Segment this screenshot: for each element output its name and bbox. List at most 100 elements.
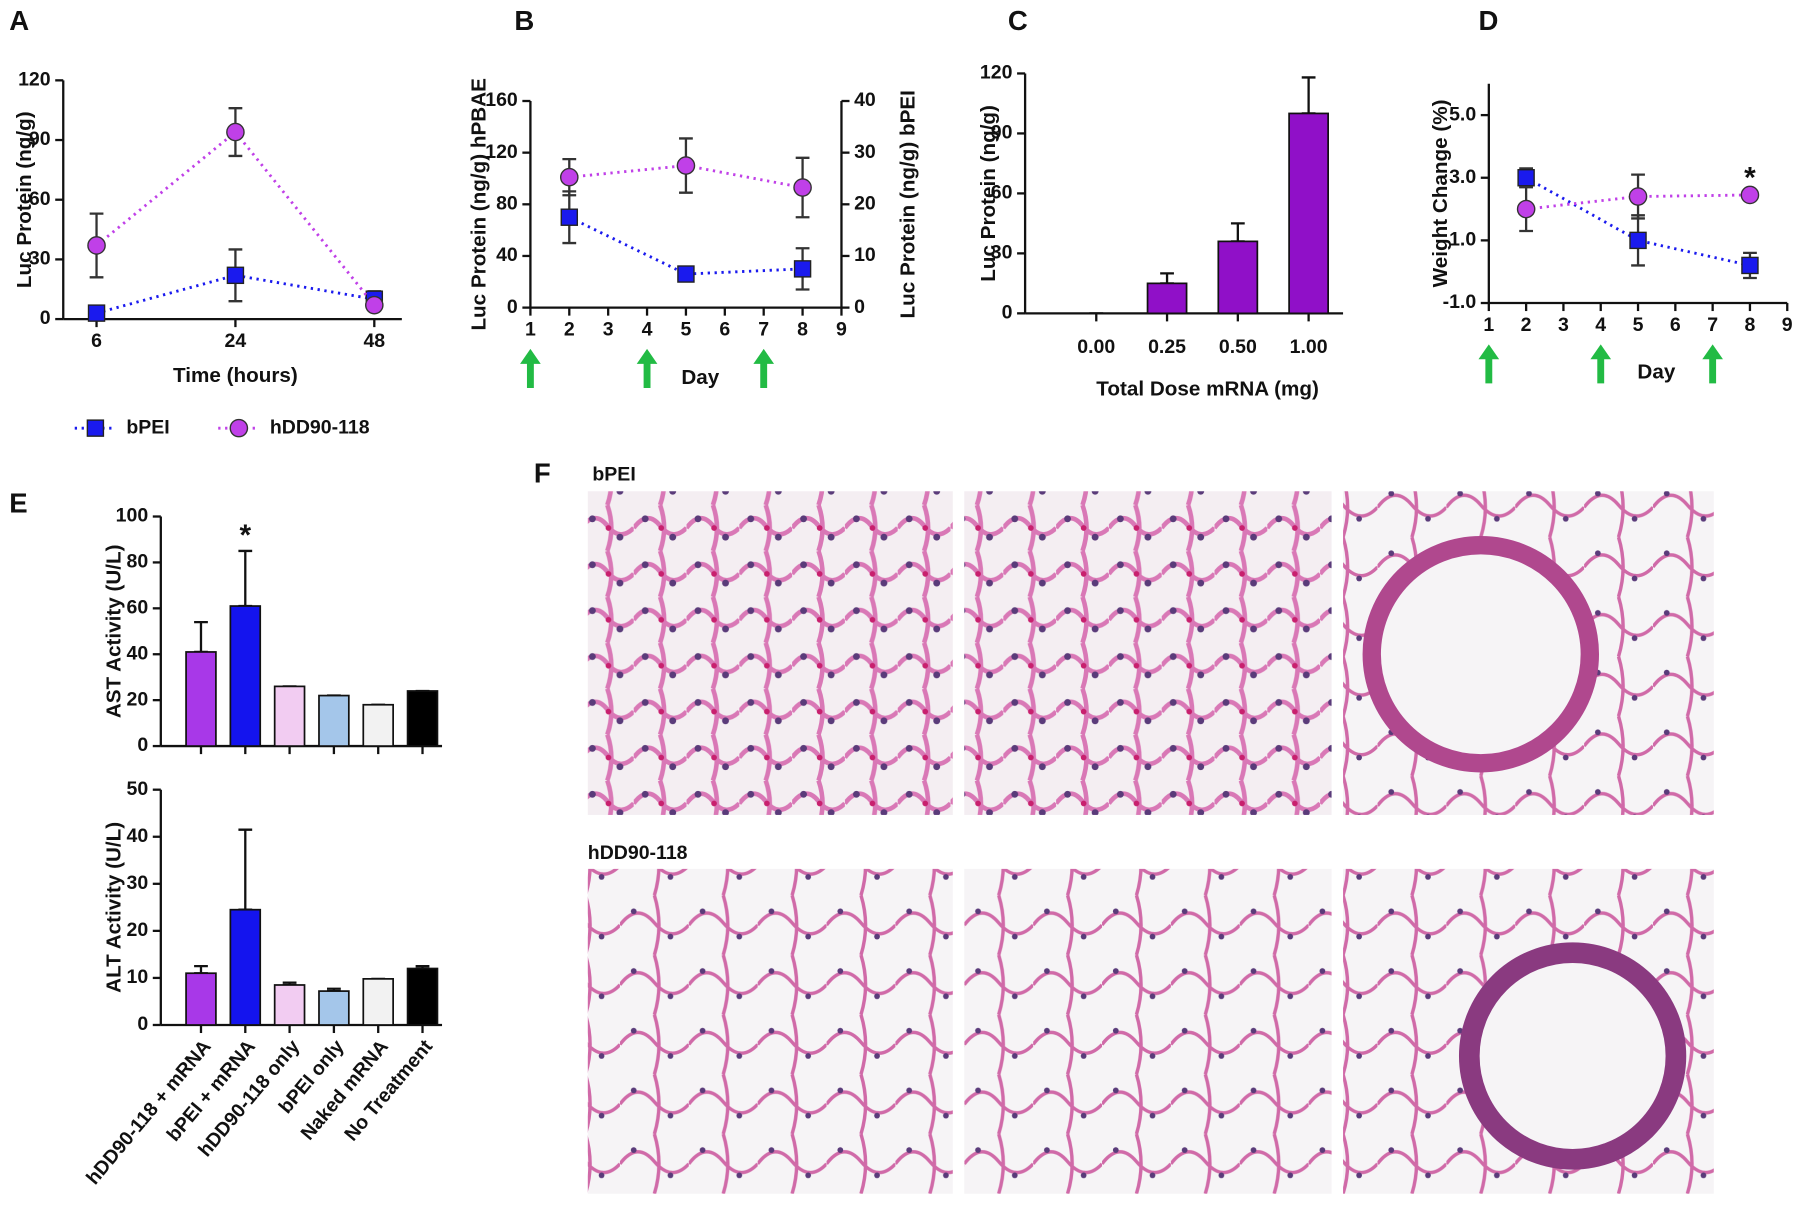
x-tick-label: 2 [1521, 314, 1532, 336]
series-line [1525, 176, 1751, 267]
dose-arrow [520, 348, 541, 388]
y-tick-label: 0 [137, 734, 148, 756]
x-tick-label: 4 [642, 319, 653, 341]
y2-tick-label: 20 [854, 192, 876, 214]
error-bar [1301, 76, 1316, 115]
y2-tick-label: 10 [854, 244, 876, 266]
y-tick-label: 0 [507, 296, 518, 318]
y-tick-label: 3.0 [1449, 166, 1476, 188]
dose-arrow [1590, 344, 1612, 384]
x-tick-label: 3 [1558, 314, 1569, 336]
y-tick-label: 0 [1002, 302, 1013, 324]
error-bar [194, 620, 208, 654]
x-tick-label: 6 [1670, 314, 1681, 336]
panel-letter: F [534, 457, 551, 488]
y-tick-label: 30 [991, 242, 1013, 264]
x-tick-label: 0.50 [1219, 336, 1257, 358]
marker [560, 208, 579, 226]
y-tick-label: 80 [126, 551, 148, 573]
marker [677, 265, 695, 283]
x-tick-label: 0.00 [1077, 336, 1115, 358]
bar [273, 685, 306, 747]
y-tick-label: 10 [126, 966, 148, 988]
y-tick-label: 40 [126, 642, 148, 664]
y-tick-label: 0 [40, 307, 51, 329]
panel-letter: E [9, 487, 27, 518]
bar [318, 990, 350, 1026]
y-tick-label: 20 [126, 919, 148, 941]
x-axis-title: Time (hours) [173, 364, 298, 387]
airway [1458, 942, 1687, 1170]
y-axis-title: Luc Protein (ng/g) [13, 111, 36, 288]
x-tick-label: 24 [225, 330, 247, 352]
y-tick-label: 20 [126, 688, 148, 710]
y-tick-label: 60 [29, 188, 51, 210]
y-tick-label: 80 [496, 192, 518, 214]
y-axis-title: Luc Protein (ng/g) [977, 105, 1000, 282]
bar [362, 978, 394, 1026]
bar [1217, 240, 1259, 315]
legend-label: bPEI [126, 416, 169, 438]
legend-marker [229, 418, 249, 438]
legend-label: hDD90-118 [270, 416, 370, 438]
micrograph [964, 868, 1332, 1194]
histology: F bPEI hDD90-118 [534, 457, 1714, 1194]
panel-letter: C [1008, 5, 1028, 36]
marker [1741, 256, 1759, 275]
x-tick-label: 5 [681, 319, 692, 341]
error-bar [238, 549, 253, 608]
marker [793, 260, 812, 278]
airway [1362, 536, 1600, 773]
bar [229, 908, 262, 1026]
bar [229, 605, 262, 747]
x-tick-label: 4 [1595, 314, 1606, 336]
annotation: * [239, 519, 251, 552]
y-tick-label: 160 [485, 89, 518, 111]
y-axis-title: ALT Activity (U/L) [102, 822, 125, 993]
x-axis-title: Day [1637, 360, 1675, 383]
x-tick-label: 8 [797, 319, 808, 341]
marker [1740, 185, 1760, 205]
error-bar [1230, 222, 1245, 243]
panel-letter: D [1478, 5, 1498, 36]
marker [1629, 231, 1647, 250]
y-tick-label: 60 [991, 182, 1013, 204]
micrograph [587, 491, 953, 815]
x-tick-label: 9 [1782, 314, 1793, 336]
row-label: hDD90-118 [588, 842, 688, 864]
y-tick-label: 0 [137, 1013, 148, 1035]
x-tick-label: 6 [719, 319, 730, 341]
error-bar [238, 828, 253, 911]
marker [87, 304, 106, 322]
bar [185, 972, 217, 1026]
bar [273, 984, 306, 1026]
bar [185, 651, 217, 747]
y-tick-label: -1.0 [1443, 291, 1477, 313]
dose-arrow [1478, 344, 1500, 384]
x-axis-title: Day [681, 366, 719, 389]
y-tick-label: 5.0 [1449, 103, 1476, 125]
y2-tick-label: 30 [854, 141, 876, 163]
y-tick-label: 30 [126, 872, 148, 894]
micrograph [964, 491, 1332, 815]
marker [559, 167, 579, 187]
y-axis-title: Luc Protein (ng/g) hPBAE [467, 78, 490, 330]
x-tick-label: 8 [1745, 314, 1756, 336]
y-tick-label: 120 [485, 141, 518, 163]
bar [1146, 282, 1188, 315]
y-tick-label: 60 [126, 596, 148, 618]
x-tick-label: 0.25 [1148, 336, 1186, 358]
x-axis-title: Total Dose mRNA (mg) [1096, 378, 1319, 401]
error-bar [1160, 272, 1174, 285]
bar [406, 690, 439, 747]
y-tick-label: 30 [29, 248, 51, 270]
x-tick-label: 1.00 [1290, 336, 1328, 358]
y-tick-label: 100 [116, 505, 149, 527]
y-tick-label: 120 [18, 69, 51, 91]
bar [406, 967, 439, 1026]
y2-tick-label: 40 [854, 89, 876, 111]
y-tick-label: 40 [126, 825, 148, 847]
y-tick-label: 90 [29, 128, 51, 150]
y-tick-label: 90 [991, 122, 1013, 144]
